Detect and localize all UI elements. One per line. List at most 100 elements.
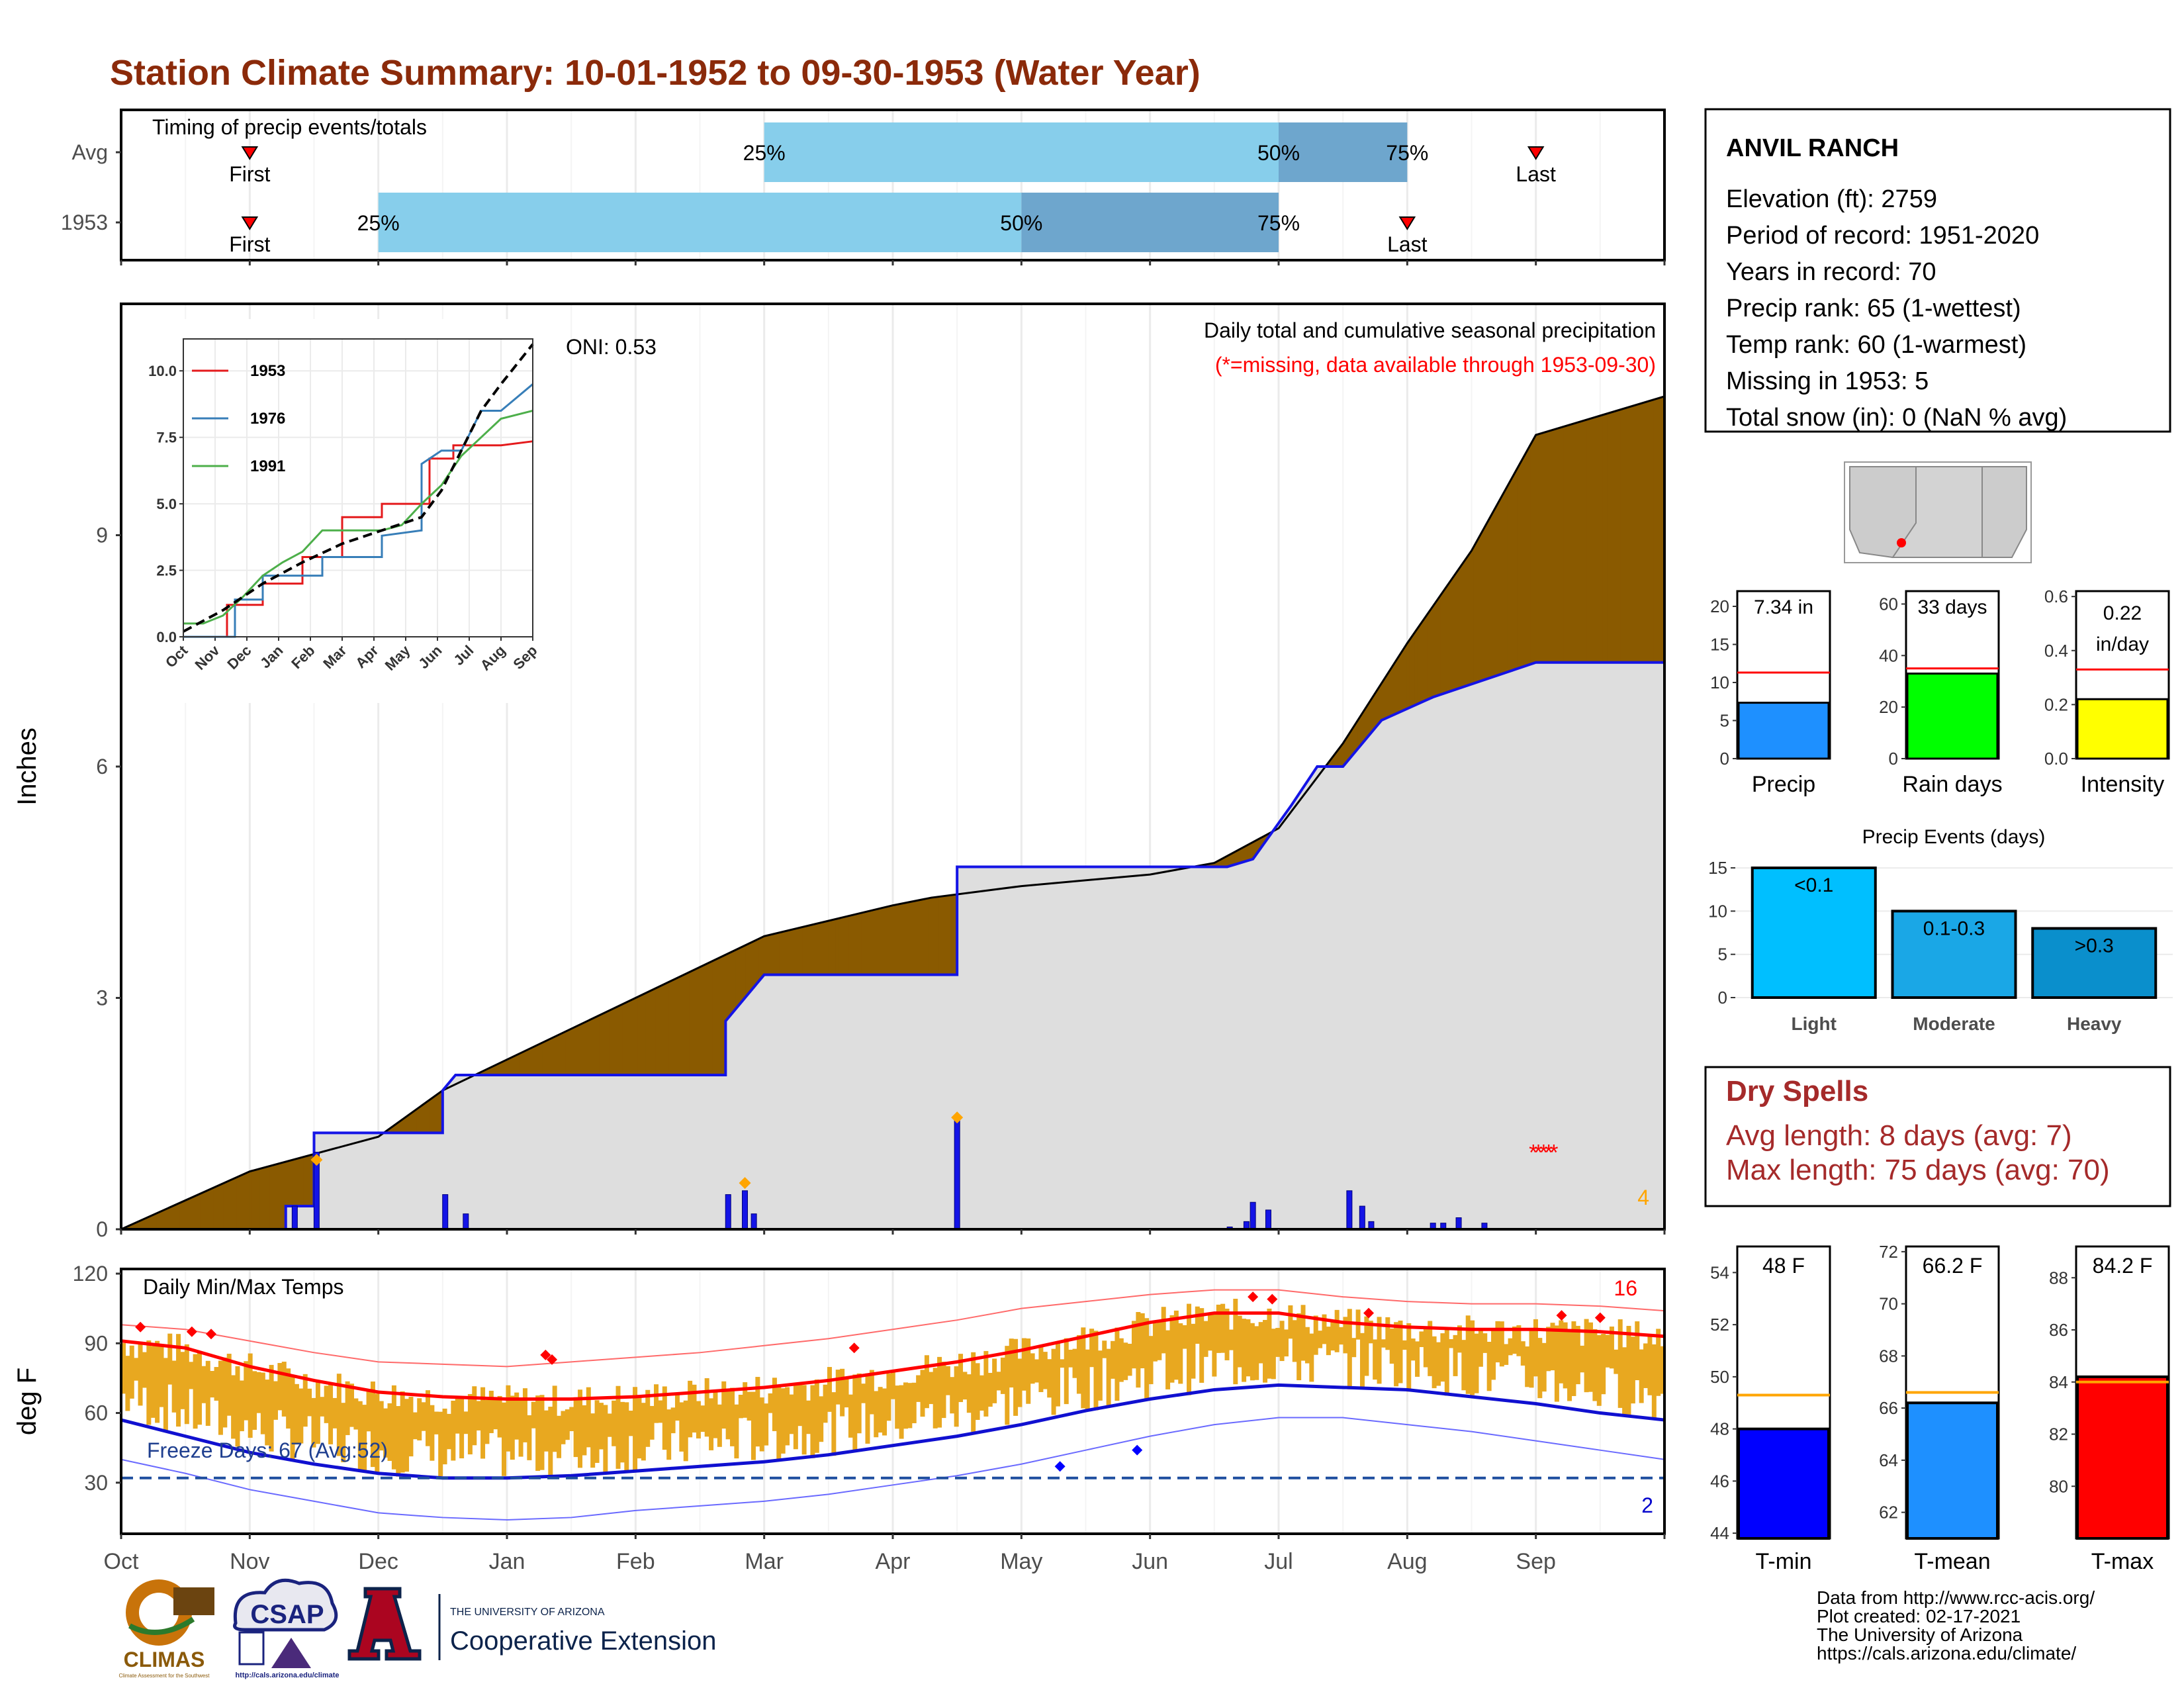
daily-temp-bar <box>1115 1327 1120 1401</box>
daily-temp-bar <box>1605 1335 1610 1368</box>
daily-temp-bar <box>890 1372 895 1399</box>
departure-band <box>712 959 716 1076</box>
daily-temp-bar <box>641 1403 646 1461</box>
daily-temp-bar <box>121 1343 126 1394</box>
departure-band <box>1582 420 1586 663</box>
daily-temp-bar <box>801 1385 807 1455</box>
daily-temp-bar <box>823 1384 828 1423</box>
daily-temp-bar <box>1182 1325 1187 1349</box>
departure-band <box>612 1007 615 1076</box>
daily-temp-bar <box>615 1385 621 1469</box>
daily-temp-bar <box>971 1352 976 1432</box>
daily-temp-bar <box>865 1373 870 1444</box>
departure-band <box>700 965 703 1076</box>
departure-band <box>1522 452 1526 667</box>
departure-band <box>1489 512 1493 679</box>
first-event-marker-label: First <box>229 162 270 186</box>
daily-temp-bar <box>412 1412 418 1440</box>
daily-temp-bar <box>941 1362 946 1419</box>
departure-band <box>666 981 670 1076</box>
daily-temp-bar <box>772 1378 777 1431</box>
departure-band <box>1630 405 1634 663</box>
daily-temp-bar <box>184 1344 189 1425</box>
departure-band <box>408 1111 412 1133</box>
departure-band <box>1376 686 1380 727</box>
climas-wordmark: CLIMAS <box>124 1648 205 1671</box>
timing-panel: 25% 50% 75% First Last 25% 50% 75% First Last Tim… <box>61 109 1666 265</box>
daily-temp-bar <box>1318 1331 1323 1348</box>
daily-temp-bar <box>1173 1310 1179 1380</box>
departure-band <box>903 902 906 976</box>
daily-temp-bar <box>1359 1333 1365 1387</box>
departure-band <box>1396 654 1400 714</box>
daily-temp-bar <box>1402 1340 1407 1350</box>
departure-band <box>671 978 675 1076</box>
temp-summary-tick-label: 66 <box>1879 1398 1898 1418</box>
daily-temp-bar <box>1330 1320 1336 1351</box>
departure-band <box>1379 682 1382 725</box>
daily-temp-bar <box>1097 1350 1103 1401</box>
departure-band <box>1569 424 1572 663</box>
departure-band <box>887 905 891 976</box>
departure-band <box>1638 402 1642 663</box>
departure-band <box>838 917 842 976</box>
temp-subtitle: Daily Min/Max Temps <box>143 1275 343 1299</box>
temp-summary-label: T-min <box>1756 1549 1812 1574</box>
departure-band <box>856 913 860 976</box>
departure-band <box>933 896 937 976</box>
departure-band <box>156 1211 160 1230</box>
departure-band <box>745 943 749 998</box>
daily-temp-bar <box>543 1410 549 1452</box>
month-label: Dec <box>358 1549 398 1574</box>
departure-band <box>1502 489 1506 675</box>
daily-temp-bar <box>764 1403 769 1446</box>
departure-band <box>1455 568 1459 690</box>
departure-band <box>627 1000 631 1076</box>
departure-band <box>915 900 919 976</box>
daily-temp-bar <box>1626 1325 1631 1417</box>
daily-temp-bar <box>1263 1319 1268 1383</box>
departure-band <box>1391 662 1395 716</box>
departure-band <box>280 1162 284 1230</box>
daily-temp-bar <box>751 1391 756 1460</box>
daily-temp-bar <box>1525 1346 1530 1387</box>
departure-band <box>1417 624 1421 705</box>
departure-band <box>512 1055 516 1076</box>
daily-temp-bar <box>1601 1334 1606 1395</box>
record-max-line <box>120 1289 1665 1368</box>
daily-temp-bar <box>552 1385 557 1452</box>
daily-temp-bar <box>1009 1338 1014 1388</box>
departure-band <box>190 1196 194 1230</box>
departure-band <box>432 1095 435 1133</box>
departure-band <box>686 971 690 1076</box>
daily-temp-bar <box>1127 1343 1132 1376</box>
departure-band <box>275 1163 279 1230</box>
departure-band <box>625 1001 629 1076</box>
departure-band <box>195 1194 199 1230</box>
daily-temp-bar <box>1275 1328 1281 1357</box>
inset-legend-label: 1953 <box>250 362 285 380</box>
departure-band <box>1548 430 1552 663</box>
record-high-marker <box>135 1321 146 1333</box>
daily-temp-bar <box>1571 1321 1576 1396</box>
departure-band <box>591 1017 595 1076</box>
event-bar <box>1751 867 1877 999</box>
departure-band <box>1620 408 1624 663</box>
precip-ytick-label: 6 <box>96 755 108 778</box>
daily-temp-bar <box>899 1385 904 1439</box>
daily-temp-bar <box>256 1372 261 1413</box>
average-max-line <box>120 1311 1665 1401</box>
departure-band <box>522 1050 525 1076</box>
daily-temp-bar <box>1242 1319 1247 1382</box>
departure-band <box>1450 575 1454 692</box>
daily-temp-bar <box>1102 1340 1107 1358</box>
daily-temp-bar <box>1161 1307 1166 1354</box>
extreme-event-marker <box>310 1154 323 1166</box>
csap-logo: CSAP http://cals.arizona.edu/climate <box>233 1578 340 1679</box>
timing-subtitle: Timing of precip events/totals <box>152 115 427 139</box>
daily-temp-bar <box>1279 1321 1285 1362</box>
summary-bars: 0 5 10 15 20 7.34 in Precip 0 20 40 60 33 days Rain … <box>1710 586 2170 797</box>
daily-temp-bar <box>1288 1305 1293 1339</box>
departure-band <box>951 894 955 976</box>
departure-band <box>161 1209 165 1230</box>
